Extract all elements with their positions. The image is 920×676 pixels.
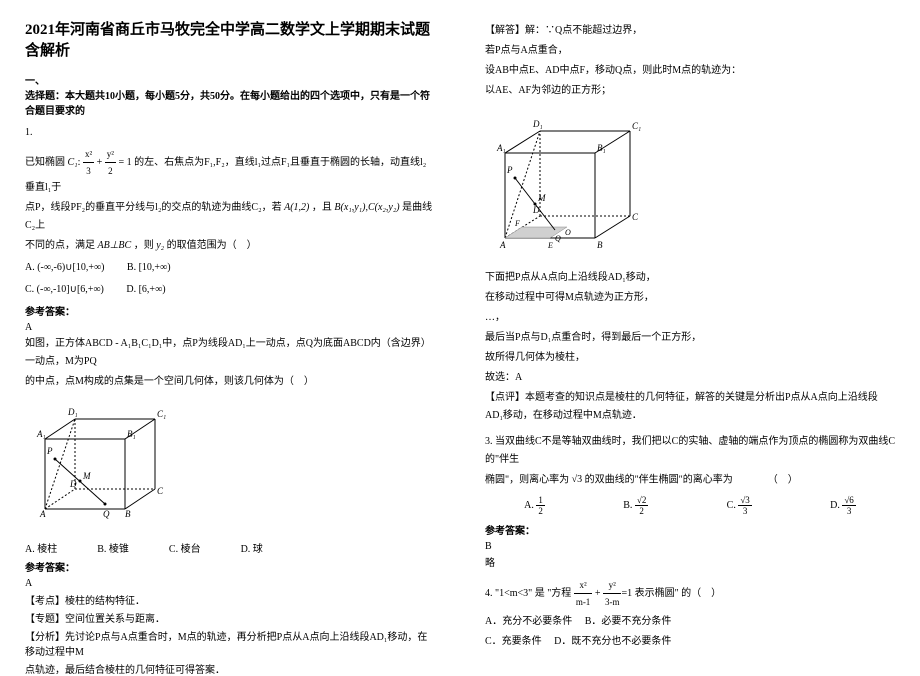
svg-text:A₁: A₁ xyxy=(36,429,46,439)
q1-line1: 已知椭圆 C₁: x²3 + y²2 = 1 的左、右焦点为F₁,F₂，直线l₁… xyxy=(25,146,435,197)
svg-text:Q: Q xyxy=(103,509,110,519)
q2-answer: A xyxy=(25,578,435,589)
solve-line3: 设AB中点E、AD中点F，移动Q点，则此时M点的轨迹为： xyxy=(485,62,895,80)
left-column: 2021年河南省商丘市马牧完全中学高二数学文上学期期末试题含解析 一、 选择题：… xyxy=(0,0,460,651)
svg-text:C: C xyxy=(632,212,639,222)
q2-analysis2: 点轨迹，最后结合棱柱的几何特征可得答案． xyxy=(25,661,435,676)
q2-optC: C. 棱台 xyxy=(169,540,201,555)
sqrt3-formula: √3 xyxy=(572,471,583,489)
q1-line3: 不同的点，满足 AB⊥BC ，则 y₂ 的取值范围为（ ） xyxy=(25,237,435,255)
svg-text:B: B xyxy=(597,240,603,250)
svg-text:C₁: C₁ xyxy=(157,409,166,419)
section-num: 一、 xyxy=(25,76,45,87)
q3-optC: C. √33 xyxy=(727,495,752,516)
svg-text:A₁: A₁ xyxy=(496,143,506,153)
solve-line9: 故所得几何体为棱柱， xyxy=(485,349,895,367)
q4-optA: A．充分不必要条件 xyxy=(485,616,572,627)
svg-text:D₁: D₁ xyxy=(532,119,543,129)
solve-label: 【解答】解：∵Q点不能超过边界， xyxy=(485,22,895,40)
q1-options-row2: C. (-∞,-10]∪[6,+∞) D. [6,+∞) xyxy=(25,281,435,299)
cube-diagram-2: A B C D A₁ B₁ C₁ D₁ P M E F O Q xyxy=(485,108,895,261)
section-1-header: 一、 选择题：本大题共10小题，每小题5分，共50分。在每小题给出的四个选项中，… xyxy=(25,74,435,119)
q2-answer-label: 参考答案： xyxy=(25,559,435,574)
q4-optD: D．既不充分也不必要条件 xyxy=(554,636,671,647)
svg-text:D: D xyxy=(69,479,77,489)
q2-options: A. 棱柱 B. 棱锥 C. 棱台 D. 球 xyxy=(25,540,435,555)
q4-options-row1: A．充分不必要条件 B．必要不充分条件 xyxy=(485,613,895,631)
svg-text:O: O xyxy=(565,228,571,237)
q3-line1: 3. 当双曲线C不是等轴双曲线时，我们把以C的实轴、虚轴的端点作为顶点的椭圆称为… xyxy=(485,433,895,469)
svg-text:A: A xyxy=(499,240,506,250)
q1-optC: C. (-∞,-10]∪[6,+∞) xyxy=(25,284,104,295)
q3-answer: B xyxy=(485,541,895,552)
q3-optB: B. √22 xyxy=(623,495,648,516)
q3-note: 略 xyxy=(485,554,895,569)
svg-text:Q: Q xyxy=(555,234,561,243)
svg-text:C: C xyxy=(157,486,164,496)
svg-text:M: M xyxy=(82,471,91,481)
q1-optD: D. [6,+∞) xyxy=(126,284,165,295)
q3-optA: A. 12 xyxy=(524,495,545,516)
q2-exam-point: 【考点】棱柱的结构特征． xyxy=(25,592,435,607)
section-desc: 选择题：本大题共10小题，每小题5分，共50分。在每小题给出的四个选项中，只有是… xyxy=(25,91,430,117)
q4-options-row2: C．充要条件 D．既不充分也不必要条件 xyxy=(485,633,895,651)
q2-analysis: 【分析】先讨论P点与A点重合时，M点的轨迹，再分析把P点从A点向上沿线段AD₁移… xyxy=(25,628,435,658)
svg-text:B₁: B₁ xyxy=(127,429,136,439)
q3-line2: 椭圆"，则离心率为 √3 的双曲线的"伴生椭圆"的离心率为 （ ） xyxy=(485,471,895,489)
solve-line8: 最后当P点与D₁点重合时，得到最后一个正方形， xyxy=(485,329,895,347)
q1-line2: 点P，线段PF₂的垂直平分线与l₂的交点的轨迹为曲线C₂，若 A(1,2) ，且… xyxy=(25,199,435,235)
solve-line5: 下面把P点从A点向上沿线段AD₁移动， xyxy=(485,269,895,287)
svg-text:C₁: C₁ xyxy=(632,121,641,131)
q2-optB: B. 棱锥 xyxy=(97,540,129,555)
q4-formula: x²m-1 + y²3-m=1 xyxy=(574,577,632,610)
q1-optB: B. [10,+∞) xyxy=(127,262,171,273)
q2-line2: 的中点，点M构成的点集是一个空间几何体，则该几何体为（ ） xyxy=(25,373,435,391)
q4-optC: C．充要条件 xyxy=(485,636,542,647)
solve-line10: 故选：A xyxy=(485,369,895,387)
q1-answer-label: 参考答案： xyxy=(25,303,435,318)
q2-line1: 如图，正方体ABCD - A₁B₁C₁D₁中，点P为线段AD₁上一动点，点Q为底… xyxy=(25,335,435,371)
svg-text:F: F xyxy=(514,219,520,228)
doc-title: 2021年河南省商丘市马牧完全中学高二数学文上学期期末试题含解析 xyxy=(25,20,435,62)
solve-line7: …， xyxy=(485,309,895,327)
q1-optA: A. (-∞,-6)∪[10,+∞) xyxy=(25,262,104,273)
q1-answer: A xyxy=(25,322,435,333)
svg-text:B₁: B₁ xyxy=(597,143,606,153)
q3-answer-label: 参考答案： xyxy=(485,522,895,537)
svg-text:M: M xyxy=(537,193,546,203)
q1-num: 1. xyxy=(25,127,435,138)
q1-options-row1: A. (-∞,-6)∪[10,+∞) B. [10,+∞) xyxy=(25,259,435,277)
ellipse-formula: C₁: x²3 + y²2 = 1 xyxy=(68,146,132,179)
q3-optD: D. √63 xyxy=(830,495,856,516)
solve-line6: 在移动过程中可得M点轨迹为正方形， xyxy=(485,289,895,307)
right-column: 【解答】解：∵Q点不能超过边界， 若P点与A点重合， 设AB中点E、AD中点F，… xyxy=(460,0,920,651)
cube-diagram-1: A B C D A₁ B₁ C₁ D₁ P Q M xyxy=(25,399,435,532)
svg-text:D₁: D₁ xyxy=(67,407,78,417)
svg-text:A: A xyxy=(39,509,46,519)
q2-special: 【专题】空间位置关系与距离． xyxy=(25,610,435,625)
q2-optA: A. 棱柱 xyxy=(25,540,57,555)
q3-options: A. 12 B. √22 C. √33 D. √63 xyxy=(485,495,895,516)
comment: 【点评】本题考查的知识点是棱柱的几何特征，解答的关键是分析出P点从A点向上沿线段… xyxy=(485,389,895,425)
q4-optB: B．必要不充分条件 xyxy=(585,616,672,627)
solve-line2: 若P点与A点重合， xyxy=(485,42,895,60)
solve-line4: 以AE、AF为邻边的正方形； xyxy=(485,82,895,100)
q2-optD: D. 球 xyxy=(241,540,263,555)
svg-text:P: P xyxy=(46,446,53,456)
svg-text:D: D xyxy=(532,205,540,215)
svg-text:E: E xyxy=(547,241,553,250)
q4-line: 4. "1<m<3" 是 "方程 x²m-1 + y²3-m=1 表示椭圆" 的… xyxy=(485,577,895,610)
svg-text:P: P xyxy=(506,165,513,175)
svg-text:B: B xyxy=(125,509,131,519)
